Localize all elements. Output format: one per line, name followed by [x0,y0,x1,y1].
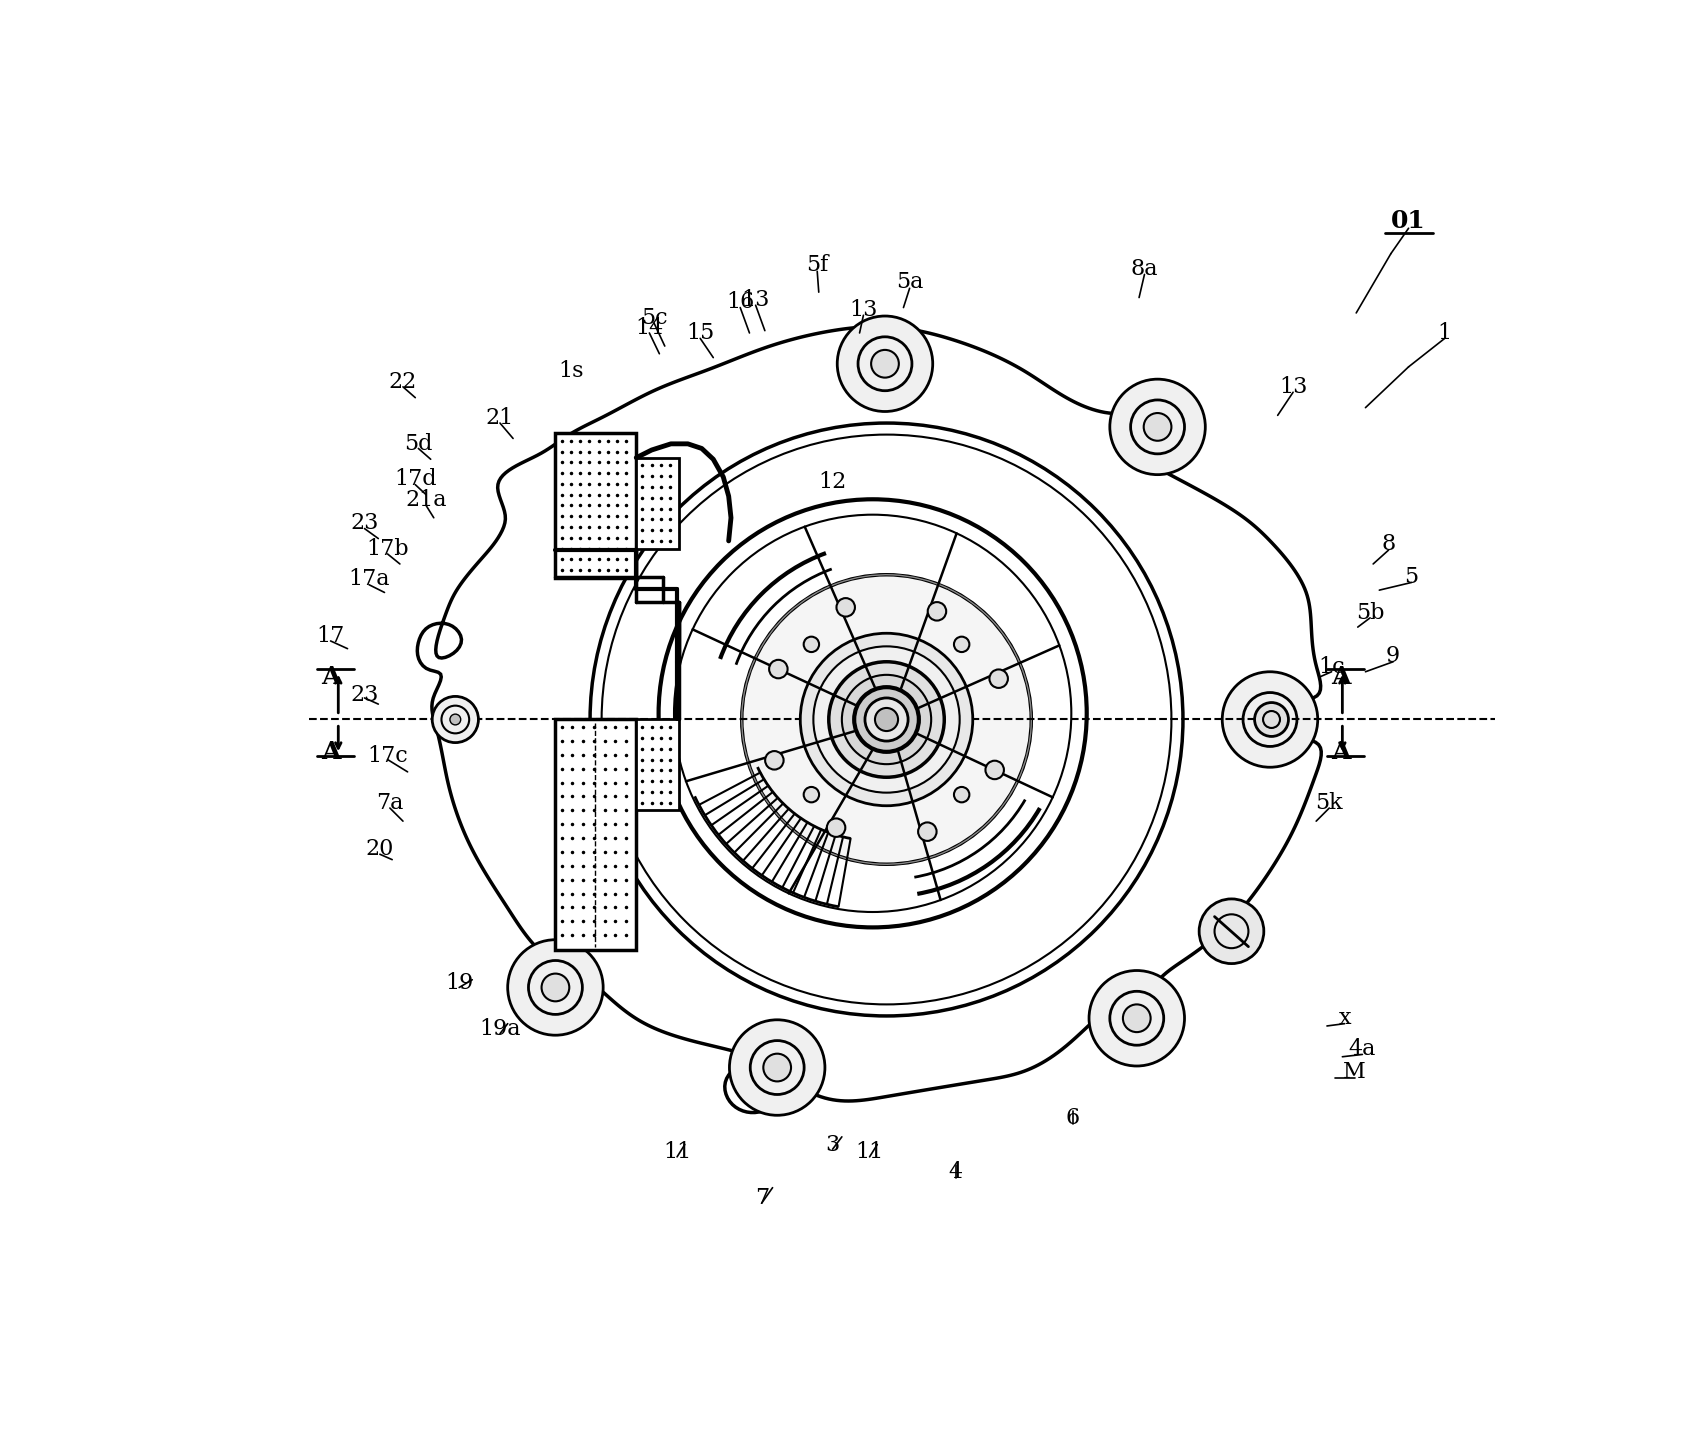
Circle shape [1199,899,1263,963]
Text: 15: 15 [686,323,713,344]
Circle shape [871,350,898,377]
Text: 7: 7 [754,1188,769,1210]
Circle shape [1109,379,1204,475]
Text: 5f: 5f [805,255,829,276]
Circle shape [927,602,946,621]
Text: 23: 23 [350,513,379,534]
Text: 6: 6 [1065,1107,1080,1129]
Circle shape [813,647,959,792]
Circle shape [728,1020,825,1115]
Polygon shape [418,327,1321,1113]
Circle shape [764,752,783,769]
Text: 5b: 5b [1355,602,1384,624]
Text: 4: 4 [947,1161,963,1184]
Text: 11: 11 [662,1142,691,1164]
Circle shape [1143,413,1170,441]
Text: 21a: 21a [406,490,447,511]
Text: 17c: 17c [367,746,408,768]
Circle shape [829,662,944,778]
Text: 1s: 1s [557,360,582,383]
Text: 21: 21 [486,406,514,429]
Text: 13: 13 [849,300,878,321]
Circle shape [742,575,1031,864]
Text: 5c: 5c [640,307,667,328]
Text: 19: 19 [445,972,474,994]
Text: x: x [1338,1007,1350,1030]
Circle shape [1253,703,1287,736]
Text: 5: 5 [1404,566,1418,588]
Circle shape [864,698,907,742]
Text: A: A [321,740,340,763]
Text: 4a: 4a [1348,1038,1375,1060]
Text: 17: 17 [316,625,345,648]
Bar [555,433,635,577]
Circle shape [803,636,818,652]
Circle shape [917,822,936,841]
Text: 7a: 7a [375,792,404,814]
Text: 8a: 8a [1131,258,1158,279]
Text: 01: 01 [1391,209,1425,232]
Circle shape [762,1054,791,1081]
Text: 23: 23 [350,684,379,706]
Circle shape [1122,1004,1150,1032]
Text: 3: 3 [825,1133,839,1155]
Circle shape [854,687,919,752]
Text: 13: 13 [1279,376,1306,397]
Circle shape [803,786,818,802]
Text: 9: 9 [1386,645,1399,667]
Circle shape [837,315,932,412]
Text: M: M [1343,1061,1365,1083]
Circle shape [953,786,970,802]
Circle shape [589,423,1182,1017]
Circle shape [800,634,973,806]
Text: 17b: 17b [367,537,409,560]
Text: 19a: 19a [479,1018,520,1040]
Text: 13: 13 [740,289,769,311]
Text: 1c: 1c [1318,657,1345,678]
Circle shape [985,760,1004,779]
Bar [635,720,678,811]
Text: 20: 20 [365,838,394,860]
Circle shape [842,675,931,765]
Text: 5d: 5d [404,433,433,455]
Circle shape [835,598,854,616]
Text: 17a: 17a [348,569,389,590]
Text: A: A [1330,665,1350,690]
Text: A: A [321,665,340,690]
Text: 1: 1 [1437,323,1452,344]
Circle shape [542,973,569,1001]
Circle shape [431,697,479,743]
Text: 8: 8 [1380,533,1394,554]
Text: A: A [1330,740,1350,763]
Circle shape [827,818,846,837]
Circle shape [953,636,970,652]
Circle shape [988,670,1007,688]
Text: 5k: 5k [1314,792,1343,814]
Circle shape [874,708,898,732]
Text: 5a: 5a [895,271,922,294]
Bar [555,720,635,950]
Text: 22: 22 [389,372,416,393]
Circle shape [508,940,603,1035]
Circle shape [450,714,460,724]
Circle shape [1221,671,1318,768]
Text: 14: 14 [635,317,664,340]
Circle shape [1255,706,1284,733]
Text: 17d: 17d [394,468,436,490]
Circle shape [769,660,788,678]
Bar [635,458,678,549]
Text: 12: 12 [818,471,846,494]
Circle shape [1088,971,1184,1066]
Text: 16: 16 [725,291,754,312]
Text: 11: 11 [856,1142,883,1164]
